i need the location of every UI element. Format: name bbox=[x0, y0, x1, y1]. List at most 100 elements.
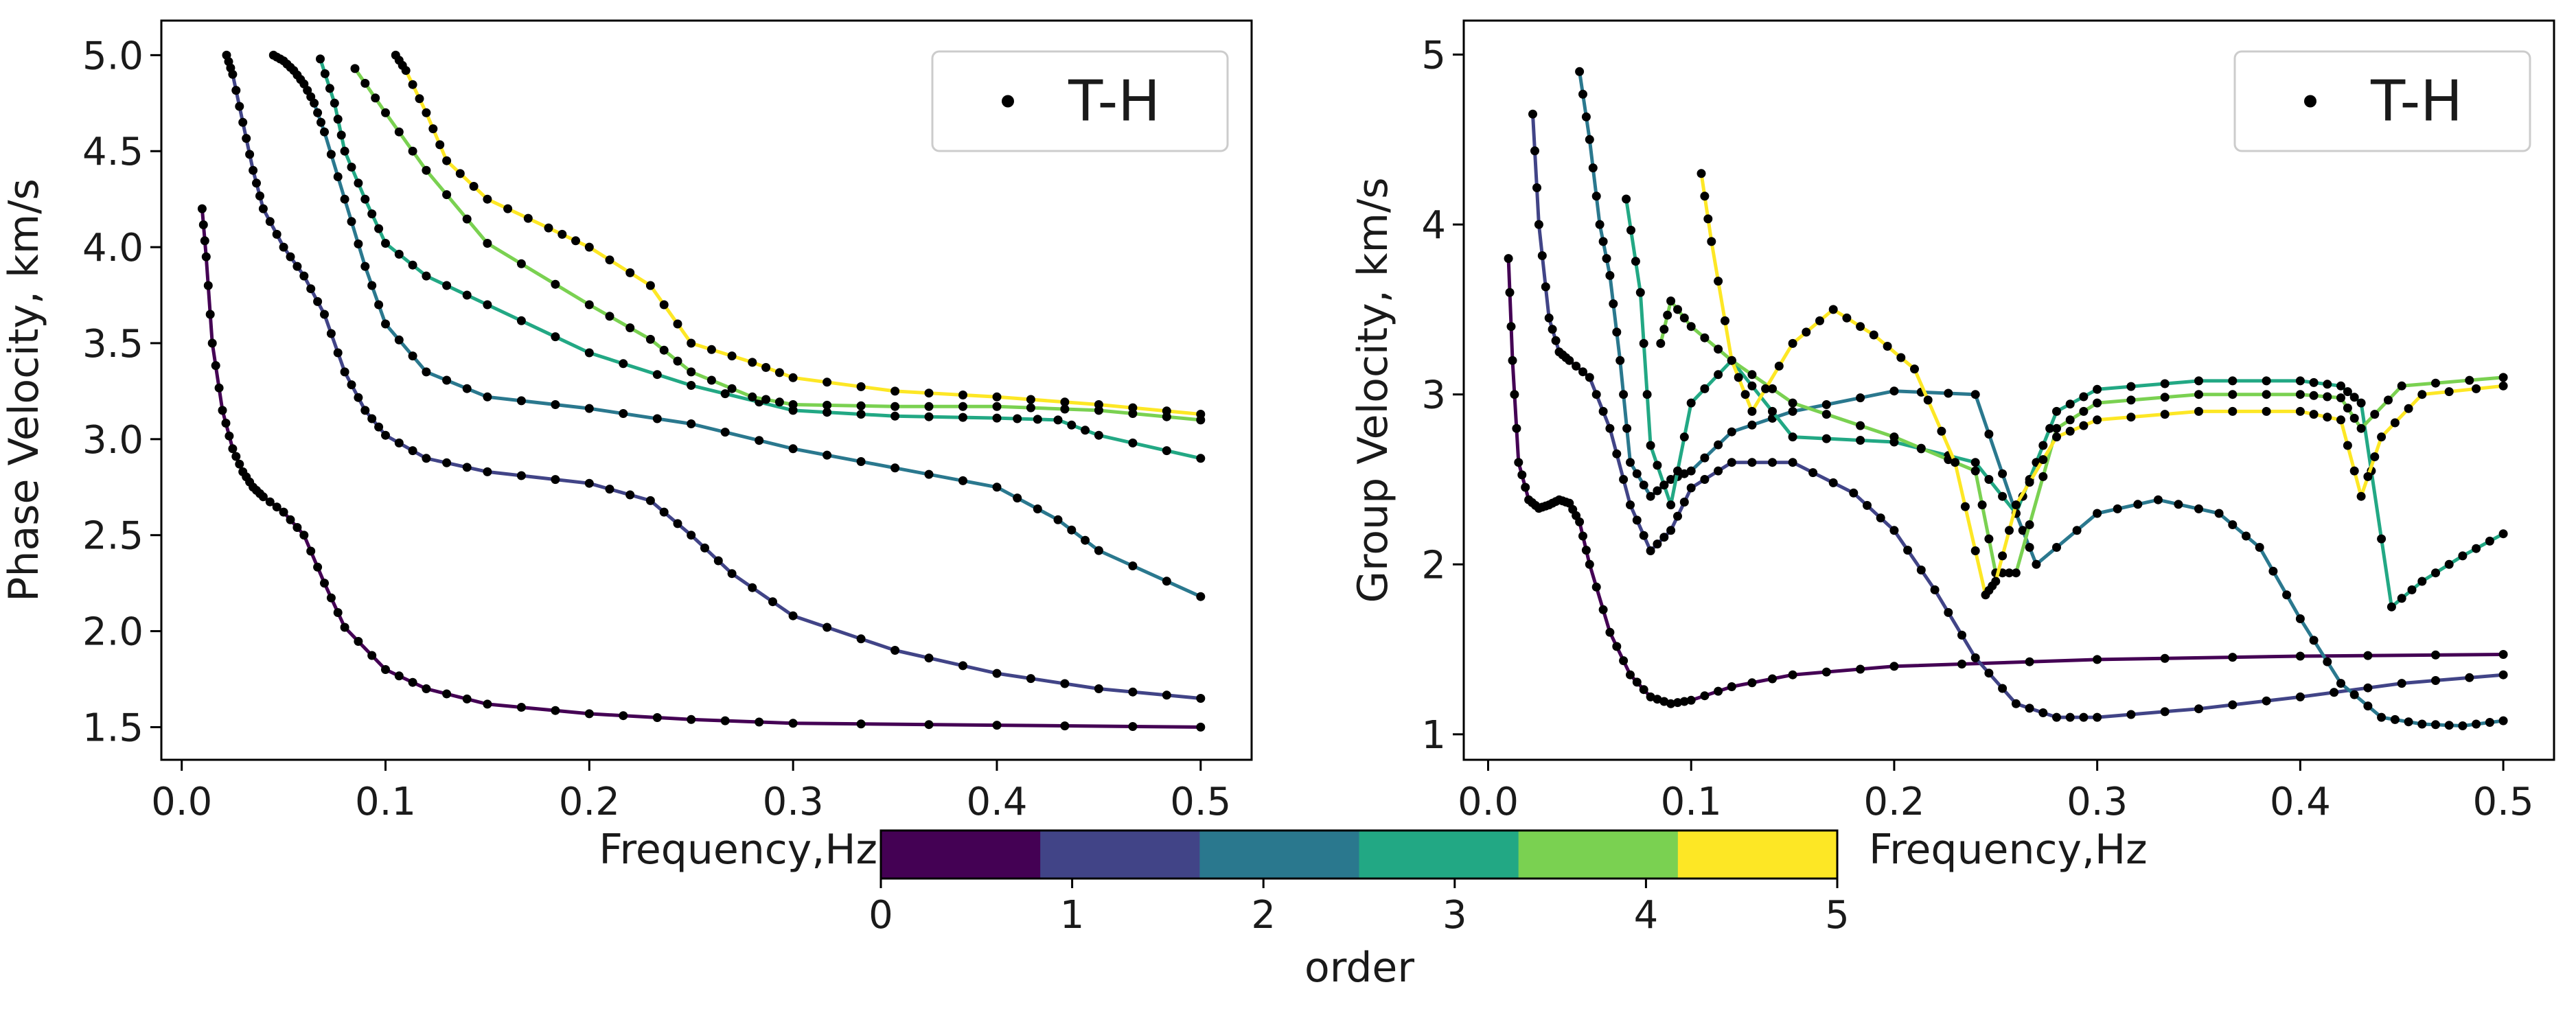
data-point bbox=[2390, 418, 2400, 428]
data-point bbox=[360, 78, 370, 88]
data-point bbox=[1679, 498, 1689, 507]
data-point bbox=[422, 454, 431, 463]
data-point bbox=[1639, 531, 1648, 540]
data-point bbox=[1581, 112, 1591, 121]
colorbar-tick-label: 2 bbox=[1251, 893, 1276, 938]
data-point bbox=[1196, 592, 1206, 601]
data-point bbox=[347, 380, 356, 390]
data-point bbox=[2349, 690, 2359, 699]
data-point bbox=[238, 117, 248, 127]
y-tick-label: 2.5 bbox=[82, 514, 143, 559]
data-point bbox=[367, 651, 377, 660]
data-point bbox=[1727, 682, 1736, 691]
data-point bbox=[788, 373, 798, 382]
data-point bbox=[2194, 390, 2203, 399]
data-point bbox=[1591, 582, 1601, 592]
data-point bbox=[645, 496, 655, 505]
data-point bbox=[788, 611, 798, 620]
data-point bbox=[2052, 543, 2061, 552]
data-point bbox=[1721, 316, 1729, 325]
data-point bbox=[252, 178, 261, 188]
colorbar-frame bbox=[879, 829, 1839, 880]
data-point bbox=[1632, 677, 1642, 687]
data-point bbox=[1686, 466, 1696, 476]
data-point bbox=[1673, 466, 1682, 476]
data-point bbox=[1849, 488, 1859, 498]
data-point bbox=[2052, 712, 2061, 722]
data-point bbox=[1984, 669, 1994, 678]
data-point bbox=[320, 127, 329, 137]
data-point bbox=[2262, 696, 2271, 706]
data-point bbox=[2472, 544, 2481, 553]
data-point bbox=[203, 281, 213, 290]
data-point bbox=[1842, 313, 1852, 323]
data-point bbox=[687, 367, 696, 377]
data-point bbox=[605, 255, 614, 265]
data-point bbox=[1957, 660, 1966, 669]
data-point bbox=[1714, 440, 1723, 450]
data-point bbox=[1970, 466, 1980, 476]
data-point bbox=[687, 419, 696, 428]
data-point bbox=[1747, 381, 1757, 391]
data-point bbox=[2065, 399, 2075, 409]
data-point bbox=[1632, 469, 1642, 478]
data-point bbox=[1923, 395, 1933, 405]
data-point bbox=[761, 395, 771, 404]
data-point bbox=[1162, 406, 1171, 416]
data-point bbox=[1944, 607, 1953, 617]
series-order-4 bbox=[1656, 297, 2508, 578]
data-point bbox=[856, 634, 866, 644]
data-point bbox=[544, 223, 553, 233]
data-point bbox=[1067, 420, 1077, 430]
data-point bbox=[462, 384, 472, 393]
data-point bbox=[1033, 504, 1042, 513]
data-point bbox=[823, 450, 832, 460]
data-point bbox=[2126, 710, 2136, 719]
data-point bbox=[408, 351, 417, 361]
data-point bbox=[408, 260, 417, 270]
data-point bbox=[2228, 406, 2238, 416]
data-point bbox=[1094, 546, 1103, 555]
data-point bbox=[1505, 288, 1515, 297]
data-point bbox=[1815, 316, 1824, 325]
data-point bbox=[551, 332, 560, 342]
data-point bbox=[924, 469, 934, 479]
data-point bbox=[2498, 650, 2508, 659]
data-point bbox=[1883, 342, 1892, 351]
data-point bbox=[313, 562, 323, 572]
data-point bbox=[2228, 376, 2238, 386]
data-point bbox=[2444, 387, 2454, 397]
data-point bbox=[2093, 712, 2102, 722]
data-point bbox=[2052, 423, 2061, 433]
data-point bbox=[228, 444, 238, 454]
data-point bbox=[1984, 430, 1994, 439]
data-point bbox=[774, 397, 784, 407]
data-point bbox=[2323, 392, 2332, 402]
data-point bbox=[856, 410, 866, 419]
data-point bbox=[1889, 386, 1899, 396]
data-point bbox=[401, 66, 411, 75]
data-point bbox=[1609, 299, 1618, 309]
x-tick-label: 0.1 bbox=[355, 780, 416, 824]
data-point bbox=[1727, 458, 1736, 467]
data-point bbox=[1734, 373, 1743, 382]
plot-frame bbox=[160, 19, 1253, 761]
data-point bbox=[325, 84, 334, 93]
data-point bbox=[1889, 662, 1899, 671]
data-point bbox=[2065, 712, 2075, 722]
data-point bbox=[2228, 653, 2238, 662]
data-point bbox=[2498, 670, 2508, 679]
data-point bbox=[1663, 310, 1672, 320]
data-point bbox=[1740, 390, 1750, 399]
data-point bbox=[1821, 410, 1831, 419]
data-point bbox=[1984, 534, 1994, 544]
data-point bbox=[1679, 697, 1689, 706]
data-point bbox=[1081, 426, 1090, 435]
data-point bbox=[1602, 254, 1611, 264]
x-tick-label: 0.5 bbox=[2473, 780, 2534, 824]
data-point bbox=[1700, 333, 1710, 342]
data-point bbox=[788, 400, 798, 409]
data-point bbox=[890, 646, 900, 655]
data-point bbox=[354, 637, 363, 646]
data-point bbox=[2011, 500, 2021, 510]
